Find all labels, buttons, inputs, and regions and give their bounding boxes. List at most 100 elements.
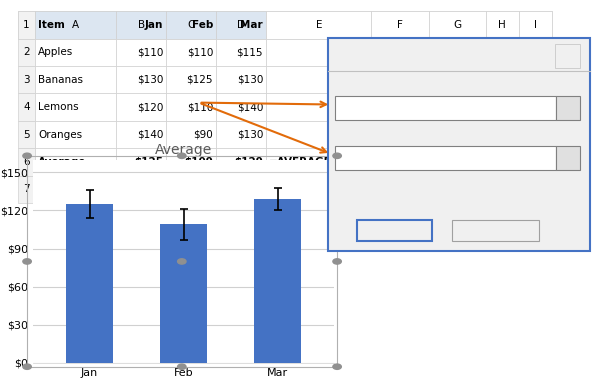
Bar <box>371 176 429 203</box>
Bar <box>35 121 116 148</box>
Bar <box>371 93 429 121</box>
Bar <box>519 148 552 176</box>
Text: A: A <box>72 20 79 30</box>
Text: Item: Item <box>38 20 65 30</box>
Bar <box>35 176 116 203</box>
Bar <box>166 148 216 176</box>
Bar <box>216 176 266 203</box>
Text: $140: $140 <box>137 130 163 139</box>
Bar <box>486 11 519 39</box>
Bar <box>216 121 266 148</box>
Bar <box>18 176 35 203</box>
Text: $140: $140 <box>237 102 263 112</box>
Bar <box>216 11 266 39</box>
Text: 4: 4 <box>23 102 30 112</box>
Text: =Sheet1!$B$7:: =Sheet1!$B$7: <box>341 102 409 114</box>
Text: Std Dev: Std Dev <box>38 184 84 194</box>
Bar <box>18 121 35 148</box>
Bar <box>35 66 116 93</box>
Bar <box>116 121 166 148</box>
Text: I: I <box>534 20 537 30</box>
Text: E: E <box>315 20 322 30</box>
Text: Oranges: Oranges <box>38 130 82 139</box>
Bar <box>216 148 266 176</box>
Bar <box>266 39 371 66</box>
Bar <box>216 93 266 121</box>
Text: 5: 5 <box>23 130 30 139</box>
Text: Jan: Jan <box>144 20 163 30</box>
Text: $125: $125 <box>134 157 163 167</box>
Bar <box>18 11 35 39</box>
Bar <box>116 11 166 39</box>
Bar <box>166 39 216 66</box>
Text: Custom Error Bars: Custom Error Bars <box>335 48 444 61</box>
Bar <box>160 225 207 363</box>
Bar <box>266 176 371 203</box>
Text: $130: $130 <box>137 75 163 85</box>
Text: Cancel: Cancel <box>477 226 514 236</box>
Bar <box>35 93 116 121</box>
Text: 3: 3 <box>23 75 30 85</box>
Bar <box>166 11 216 39</box>
Bar <box>371 121 429 148</box>
Text: 2: 2 <box>23 48 30 57</box>
Bar <box>166 93 216 121</box>
Bar <box>116 93 166 121</box>
Bar <box>519 39 552 66</box>
Text: $125: $125 <box>187 75 213 85</box>
Bar <box>429 148 486 176</box>
Text: Positive Error Value: Positive Error Value <box>337 84 438 94</box>
Bar <box>486 93 519 121</box>
Bar <box>18 39 35 66</box>
Text: 12.44: 12.44 <box>180 184 213 194</box>
Bar <box>266 148 371 176</box>
Bar <box>35 11 116 39</box>
Bar <box>266 66 371 93</box>
Bar <box>429 11 486 39</box>
Bar <box>35 11 116 39</box>
Bar <box>371 39 429 66</box>
Bar <box>486 39 519 66</box>
Bar <box>371 148 429 176</box>
Text: ⬆: ⬆ <box>563 103 573 113</box>
Bar <box>519 176 552 203</box>
Text: 1: 1 <box>23 20 30 30</box>
Text: ?: ? <box>539 48 547 61</box>
Text: OK: OK <box>386 226 402 236</box>
Bar <box>18 148 35 176</box>
Bar <box>266 11 371 39</box>
Title: Average: Average <box>155 143 213 157</box>
Bar <box>429 93 486 121</box>
Text: Lemons: Lemons <box>38 102 78 112</box>
Text: Apples: Apples <box>38 48 73 57</box>
Bar <box>429 66 486 93</box>
Text: C: C <box>187 20 195 30</box>
Text: F: F <box>397 20 403 30</box>
Text: =STDEV.P(D2:D5): =STDEV.P(D2:D5) <box>269 184 372 194</box>
Bar <box>116 39 166 66</box>
Bar <box>519 11 552 39</box>
Text: X: X <box>564 51 571 61</box>
Bar <box>486 121 519 148</box>
Bar <box>18 93 35 121</box>
Text: $109: $109 <box>184 157 213 167</box>
Bar <box>216 66 266 93</box>
Bar <box>486 176 519 203</box>
Text: $115: $115 <box>237 48 263 57</box>
Text: $130: $130 <box>237 75 263 85</box>
Text: =AVERAGE(D2:D5): =AVERAGE(D2:D5) <box>269 157 377 167</box>
Text: Bananas: Bananas <box>38 75 83 85</box>
Text: Mar: Mar <box>240 20 263 30</box>
Text: $90: $90 <box>193 130 213 139</box>
Bar <box>266 121 371 148</box>
Text: $110: $110 <box>137 48 163 57</box>
Bar <box>254 199 301 363</box>
Bar <box>116 11 166 39</box>
Bar <box>486 66 519 93</box>
Bar <box>486 148 519 176</box>
Bar <box>519 121 552 148</box>
Bar <box>166 176 216 203</box>
Text: $130: $130 <box>237 130 263 139</box>
Bar <box>429 121 486 148</box>
Text: Average: Average <box>38 157 86 167</box>
